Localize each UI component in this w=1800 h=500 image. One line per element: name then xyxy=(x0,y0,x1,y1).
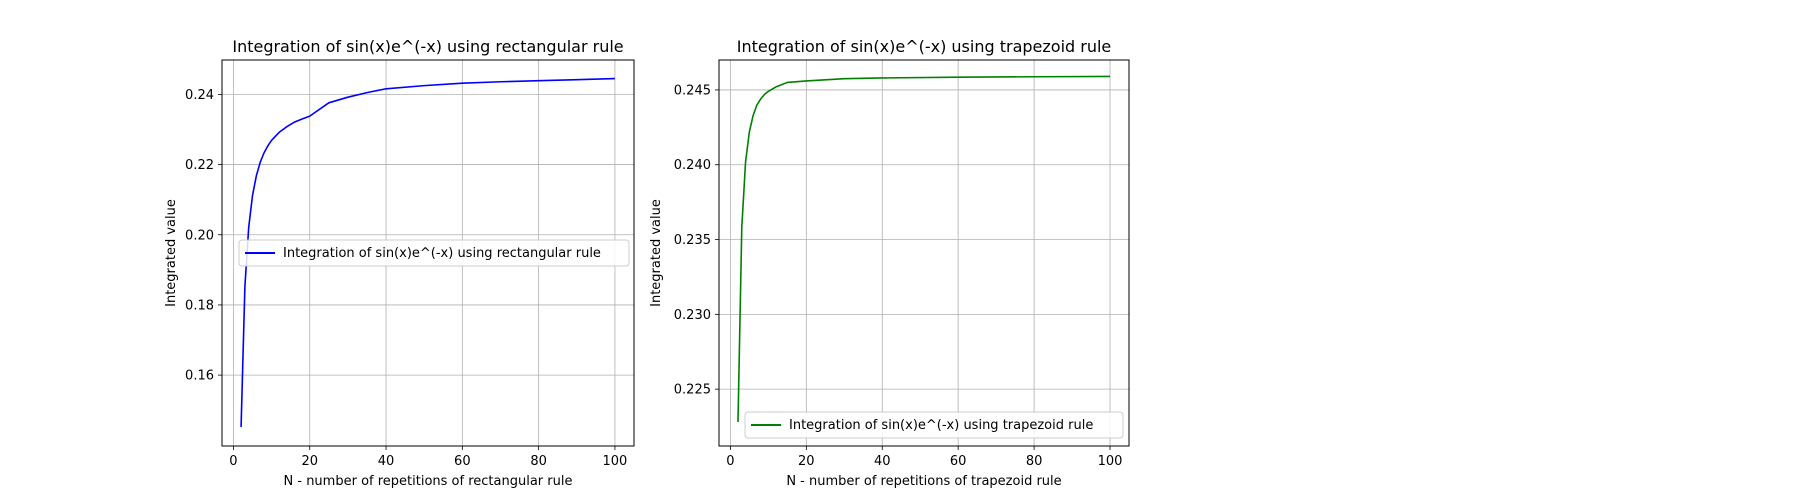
legend-box xyxy=(238,239,630,267)
x-tick-label: 60 xyxy=(454,454,471,469)
y-tick-label: 0.245 xyxy=(674,83,711,98)
rectangular-rule-chart: Integration of sin(x)e^(-x) using rectan… xyxy=(164,37,635,489)
y-tick-label: 0.20 xyxy=(185,228,214,243)
y-tick-label: 0.16 xyxy=(185,369,214,384)
legend-box xyxy=(744,411,1124,439)
y-tick-label: 0.240 xyxy=(674,158,711,173)
legend: Integration of sin(x)e^(-x) using trapez… xyxy=(744,411,1124,439)
y-tick-label: 0.230 xyxy=(674,308,711,323)
x-tick-label: 20 xyxy=(301,454,318,469)
legend-label: Integration of sin(x)e^(-x) using trapez… xyxy=(789,418,1093,433)
x-tick-label: 40 xyxy=(378,454,395,469)
x-tick-label: 40 xyxy=(874,454,891,469)
x-tick-label: 100 xyxy=(1098,454,1123,469)
x-tick-label: 60 xyxy=(950,454,967,469)
y-tick-label: 0.225 xyxy=(674,383,711,398)
y-axis-label: Integrated value xyxy=(649,199,664,307)
y-tick-label: 0.235 xyxy=(674,233,711,248)
y-axis-label: Integrated value xyxy=(164,199,179,307)
plot-frame xyxy=(221,59,635,447)
y-tick-label: 0.22 xyxy=(185,158,214,173)
series-lines xyxy=(240,77,615,428)
x-tick-label: 20 xyxy=(798,454,815,469)
legend: Integration of sin(x)e^(-x) using rectan… xyxy=(238,239,630,267)
series-line xyxy=(240,77,615,428)
chart-title-rectangular: Integration of sin(x)e^(-x) using rectan… xyxy=(232,37,623,56)
x-tick-label: 0 xyxy=(726,454,734,469)
x-axis-label: N - number of repetitions of trapezoid r… xyxy=(786,474,1061,489)
x-axis-label: N - number of repetitions of rectangular… xyxy=(284,474,573,489)
chart-title-trapezoid: Integration of sin(x)e^(-x) using trapez… xyxy=(737,37,1112,56)
series-line xyxy=(737,75,1111,423)
ticks: 0 20 40 60 80 100 0.225 0.230 0.235 0.240 0.245 xyxy=(674,83,1123,469)
y-tick-label: 0.18 xyxy=(185,298,214,313)
gridlines xyxy=(719,60,1129,446)
x-tick-label: 80 xyxy=(1026,454,1043,469)
plot-frame xyxy=(718,59,1130,447)
legend-label: Integration of sin(x)e^(-x) using rectan… xyxy=(283,246,601,261)
x-tick-label: 80 xyxy=(530,454,547,469)
ticks: 0 20 40 60 80 100 0.16 0.18 0.20 0.22 0.24 xyxy=(185,88,627,469)
trapezoid-rule-chart: Integration of sin(x)e^(-x) using trapez… xyxy=(649,37,1130,489)
series-lines xyxy=(737,75,1111,423)
x-tick-label: 0 xyxy=(229,454,237,469)
y-tick-label: 0.24 xyxy=(185,88,214,103)
x-tick-label: 100 xyxy=(603,454,628,469)
